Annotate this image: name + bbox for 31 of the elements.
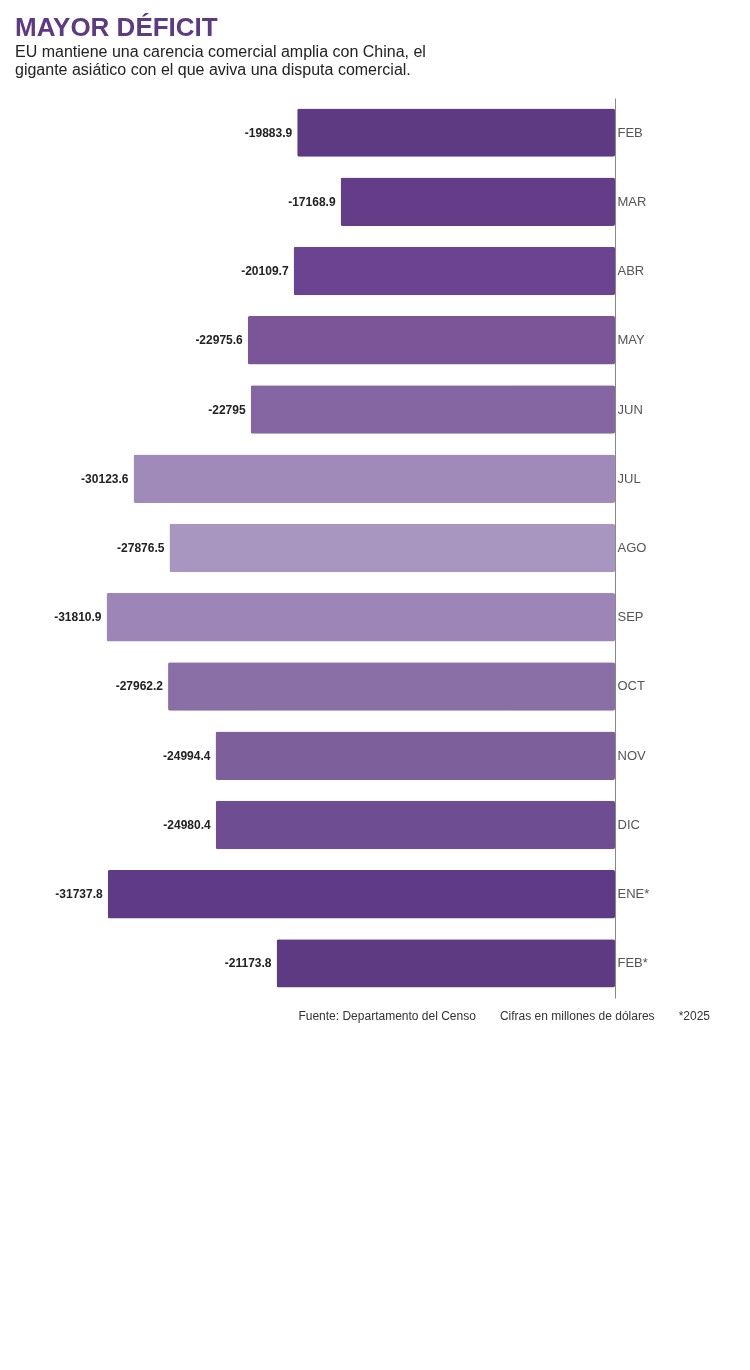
data-label: -22795 (208, 402, 246, 417)
data-label: -30123.6 (81, 471, 129, 486)
y-tick-label: FEB* (617, 955, 648, 971)
source-note: Fuente: Departamento del Censo (298, 1009, 476, 1023)
y-tick-label: SEP (617, 609, 644, 625)
y-tick-label: AGO (617, 540, 647, 555)
data-label: -24994.4 (163, 748, 211, 763)
text: Cifras en millones de dólares (499, 1009, 655, 1023)
data-label: -19883.9 (244, 125, 293, 140)
chart-subtitle: EU mantiene una carencia comercial amplia con China, el gigante asiático con el que aviva una disputa comercial. (15, 43, 426, 78)
y-tick-label: MAR (617, 193, 647, 209)
y-tick-label: NOV (617, 747, 646, 763)
data-label: -17168.9 (288, 194, 336, 209)
y-tick-label: MAY (617, 332, 646, 348)
data-label: -21173.8 (224, 956, 272, 971)
y-tick-label: OCT (617, 678, 645, 694)
y-tick-label: DIC (617, 816, 640, 832)
y-tick-label: JUL (617, 470, 641, 486)
data-label: -20109.7 (241, 264, 289, 279)
y-tick-label: JUN (617, 401, 643, 417)
data-label: -31737.8 (55, 887, 104, 902)
data-label: -27962.2 (115, 679, 164, 694)
y-tick-label: ENE* (617, 886, 650, 902)
data-label: -22975.6 (195, 333, 244, 348)
text: *2025 (678, 1009, 710, 1023)
y-tick-label: ABR (617, 263, 645, 279)
data-label: -24980.4 (163, 817, 212, 832)
y-tick-label: FEB (617, 124, 643, 140)
data-label: -31810.9 (54, 610, 102, 625)
chart-title: MAYOR DÉFICIT (15, 12, 218, 42)
data-label: -27876.5 (117, 541, 165, 555)
